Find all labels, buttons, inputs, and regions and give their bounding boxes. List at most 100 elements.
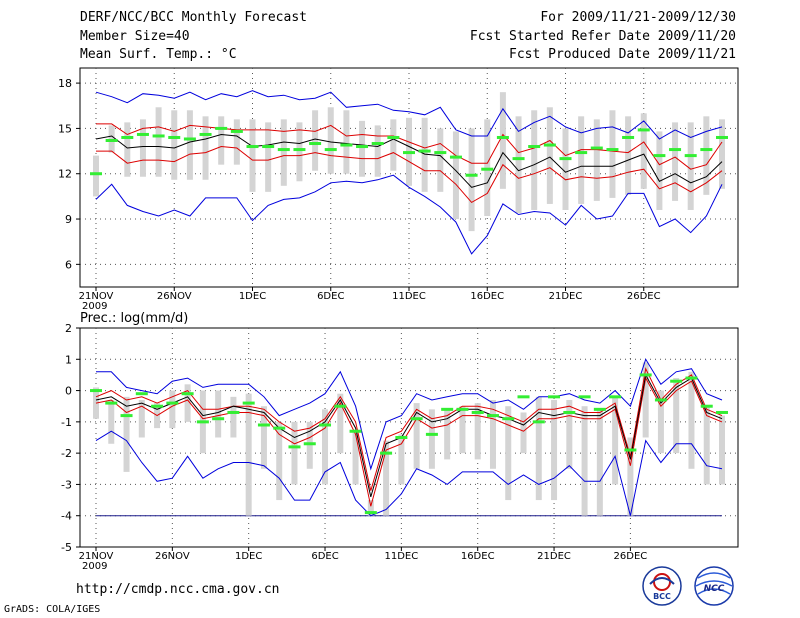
temp-observed-marker — [246, 145, 259, 149]
prec-observed-marker — [578, 395, 591, 399]
temp-observed-marker — [637, 128, 650, 132]
temp-member-range-bar — [562, 128, 569, 210]
prec-observed-marker — [441, 407, 454, 411]
prec-member-range-bar — [642, 362, 649, 438]
prec-member-range-bar — [612, 396, 619, 485]
prec-observed-marker — [288, 445, 301, 449]
temp-lower-line — [96, 145, 723, 204]
temp-member-range-bar — [515, 116, 522, 213]
prec-member-range-bar — [566, 399, 573, 469]
temp-member-range-bar — [312, 110, 319, 171]
prec-observed-marker — [456, 407, 469, 411]
temp-observed-marker — [669, 148, 682, 152]
temp-member-range-bar — [108, 125, 115, 153]
temp-member-range-bar — [296, 122, 303, 182]
prec-observed-marker — [364, 511, 377, 515]
prec-observed-marker — [242, 401, 255, 405]
prec-observed-marker — [563, 410, 576, 414]
prec-xtick-label: 16DEC — [461, 551, 495, 562]
prec-member-range-bar — [413, 403, 420, 469]
prec-observed-marker — [135, 392, 148, 396]
temp-member-range-bar — [656, 131, 663, 210]
temp-observed-marker — [356, 145, 369, 149]
temperature-panel: 6 9 12 15 18 21NOV 26NOV 1DEC 6DEC 11DEC 16DEC 21DE… — [58, 67, 739, 312]
prec-member-range-bar — [367, 500, 374, 516]
prec-observed-marker — [151, 404, 164, 408]
temp-observed-marker — [543, 143, 556, 147]
temp-observed-marker — [199, 132, 212, 136]
prec-ytick-label: -1 — [61, 416, 72, 429]
temp-member-range-bar — [468, 128, 475, 232]
prec-ytick-label: 1 — [65, 353, 72, 366]
ncc-logo: NCC — [694, 566, 734, 606]
prec-member-range-bar — [138, 399, 145, 438]
temp-observed-marker — [90, 172, 102, 176]
prec-xtick-label: 11DEC — [384, 551, 418, 562]
ncc-logo-text: NCC — [704, 584, 725, 594]
temp-member-range-bar — [625, 116, 632, 195]
prec-member-range-bar — [551, 399, 558, 501]
prec-member-range-bar — [535, 396, 542, 501]
prec-observed-marker — [227, 410, 240, 414]
temp-member-range-bar — [531, 110, 538, 210]
temp-observed-marker — [230, 129, 243, 133]
temp-member-range-bar — [484, 119, 491, 217]
prec-member-range-bar — [673, 378, 680, 454]
temp-member-range-bar — [233, 119, 240, 165]
temp-member-range-bar — [359, 120, 366, 177]
temp-member-range-bar — [437, 128, 444, 192]
temp-ytick-label: 15 — [58, 122, 72, 135]
prec-plot-frame — [79, 327, 739, 548]
temp-xtick-label: 21DEC — [549, 291, 583, 302]
temp-member-range-bar — [374, 125, 381, 177]
temp-observed-marker — [496, 135, 509, 139]
temp-xtick-label: 6DEC — [317, 291, 344, 302]
temp-member-range-bar — [687, 122, 694, 210]
member-size: Member Size=40 — [80, 29, 190, 44]
prec-observed-marker — [395, 436, 408, 439]
temp-ytick-label: 6 — [65, 258, 72, 271]
prec-member-range-bar — [230, 396, 237, 438]
temp-member-range-bar — [578, 116, 585, 204]
prec-observed-marker — [654, 398, 667, 402]
temp-member-range-bar — [93, 155, 99, 197]
temp-max-line — [95, 90, 723, 140]
prec-ytick-label: -2 — [61, 447, 72, 460]
temp-observed-marker — [465, 173, 478, 177]
temp-member-range-bar — [593, 119, 600, 201]
prec-observed-marker — [670, 379, 683, 383]
temp-xtick-label: 26NOV — [157, 291, 192, 302]
prec-member-range-bar — [123, 396, 130, 472]
temp-observed-marker — [340, 143, 353, 147]
prec-member-range-bar — [276, 421, 283, 501]
prec-observed-marker — [90, 389, 102, 393]
prec-member-range-bar — [169, 390, 176, 429]
source-url[interactable]: http://cmdp.ncc.cma.gov.cn — [76, 582, 280, 597]
prec-ytick-label: -4 — [61, 510, 72, 523]
prec-member-range-bar — [108, 399, 115, 444]
bcc-logo-text: BCC — [653, 592, 671, 601]
temp-observed-marker — [590, 146, 603, 150]
temp-ytick-label: 9 — [65, 213, 72, 226]
prec-member-range-bar — [260, 406, 267, 469]
temp-member-range-bar — [139, 119, 146, 177]
forecast-period: For 2009/11/21-2009/12/30 — [540, 10, 736, 25]
temp-xtick-label: 1DEC — [239, 291, 266, 302]
prec-observed-marker — [120, 414, 133, 418]
prec-observed-marker — [548, 395, 561, 399]
temp-ytick-label: 12 — [58, 168, 72, 181]
prec-xtick-label: 26DEC — [614, 551, 648, 562]
temp-member-range-bar — [703, 116, 710, 195]
temp-member-range-bar — [546, 107, 553, 204]
temp-xtick-label: 16DEC — [470, 291, 504, 302]
temp-observed-marker — [622, 135, 635, 139]
temp-member-range-bar — [421, 117, 428, 192]
prec-xtick-label: 26NOV — [155, 551, 190, 562]
temp-observed-marker — [324, 148, 337, 152]
temp-mean-line — [95, 133, 723, 188]
temp-member-range-bar — [327, 107, 334, 174]
temp-observed-marker — [277, 148, 290, 152]
prec-observed-marker — [257, 423, 270, 427]
